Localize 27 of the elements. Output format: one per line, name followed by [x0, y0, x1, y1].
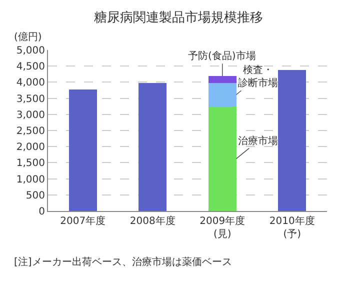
bar: [138, 82, 167, 211]
x-tick-label: 2008年度: [130, 215, 176, 227]
y-tick-label: 2,000: [16, 142, 45, 154]
y-tick-label: 4,500: [16, 62, 45, 73]
bar: [208, 82, 236, 106]
text: [注]メーカー出荷ベース、治療市場は薬価ベース: [14, 256, 232, 268]
y-tick-label: 4,000: [16, 78, 45, 89]
y-tick-label: 3,000: [16, 110, 45, 121]
chart-title: 糖尿病関連製品市場規模推移: [94, 10, 263, 26]
bar: [208, 106, 236, 211]
series-label: 検査・診断市場: [238, 64, 278, 89]
x-tick-label: 2010年度 (予): [269, 215, 315, 240]
y-tick-label: 1,500: [16, 158, 45, 170]
bar: [208, 76, 236, 83]
y-tick-label: 500: [26, 190, 45, 202]
series-label: 予防(食品)市場: [188, 50, 256, 62]
y-tick-label: 0: [38, 206, 45, 218]
y-tick-label: 3,500: [16, 94, 45, 105]
x-tick-label: 2007年度: [60, 215, 106, 227]
series-label: 治療市場: [238, 135, 278, 147]
y-tick-label: 5,000: [16, 46, 45, 56]
y-tick-label: 2,500: [16, 126, 45, 137]
y-tick-label: 1,000: [16, 174, 45, 186]
y-axis-title: (億円): [14, 31, 42, 43]
x-tick-label: 2009年度 (見): [200, 215, 246, 240]
bar: [68, 89, 97, 211]
bar: [278, 70, 306, 211]
